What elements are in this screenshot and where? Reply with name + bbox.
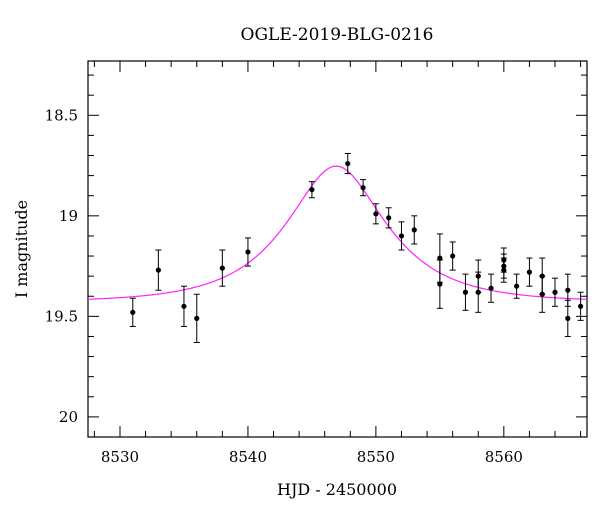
- data-point: [436, 259, 443, 309]
- data-point-marker: [181, 303, 187, 309]
- data-point: [488, 273, 495, 303]
- y-tick-label: 19.5: [45, 307, 78, 325]
- data-point: [577, 291, 584, 321]
- chart-title: OGLE-2019-BLG-0216: [241, 25, 434, 45]
- x-tick-label: 8560: [485, 448, 523, 466]
- data-point-marker: [437, 281, 443, 287]
- data-point: [180, 285, 187, 327]
- data-point-marker: [130, 309, 136, 315]
- axis-ticks: [88, 61, 587, 438]
- data-point-marker: [309, 187, 315, 193]
- data-point-marker: [578, 303, 584, 309]
- data-point: [449, 241, 456, 271]
- data-point: [552, 277, 559, 307]
- data-point: [155, 249, 162, 291]
- data-point: [244, 237, 251, 267]
- data-point-marker: [155, 267, 161, 273]
- x-tick-label: 8550: [357, 448, 395, 466]
- x-tick-label: 8530: [101, 448, 139, 466]
- data-point-marker: [437, 255, 443, 261]
- data-point-marker: [565, 315, 571, 321]
- data-point-marker: [194, 315, 200, 321]
- data-point: [500, 247, 507, 273]
- data-point-marker: [360, 185, 366, 191]
- data-point: [539, 275, 546, 313]
- data-point: [513, 273, 520, 299]
- data-point-marker: [373, 211, 379, 217]
- data-point-marker: [398, 233, 405, 239]
- data-point: [526, 257, 533, 287]
- y-axis-label: I magnitude: [12, 200, 31, 298]
- data-point-marker: [514, 283, 520, 289]
- data-point-marker: [565, 287, 571, 293]
- x-tick-label: 8540: [229, 448, 267, 466]
- data-point-marker: [411, 227, 417, 233]
- data-point: [344, 152, 351, 175]
- plot-frame: [87, 60, 588, 438]
- data-point-marker: [501, 257, 507, 263]
- data-point-marker: [245, 249, 251, 255]
- data-point-marker: [219, 265, 225, 271]
- data-point: [372, 203, 379, 225]
- axis-tick-labels: 8530 8540 8550 8560 18.5 19 19.5 20: [45, 106, 523, 466]
- y-tick-label: 20: [59, 408, 78, 426]
- data-point: [308, 181, 315, 199]
- data-point-marker: [462, 289, 469, 295]
- data-point-marker: [526, 269, 533, 275]
- data-point-marker: [450, 253, 456, 259]
- data-point: [193, 293, 200, 343]
- x-axis-label: HJD - 2450000: [277, 480, 397, 499]
- data-points: [129, 152, 584, 343]
- data-point-marker: [488, 285, 494, 291]
- data-point: [385, 207, 392, 229]
- data-point: [411, 215, 418, 245]
- y-tick-label: 19: [59, 207, 78, 225]
- data-point: [475, 259, 482, 293]
- data-point: [462, 273, 469, 311]
- data-point: [398, 221, 405, 251]
- data-point-marker: [539, 291, 545, 297]
- data-point-marker: [345, 160, 351, 167]
- data-point: [219, 249, 226, 287]
- y-tick-label: 18.5: [45, 106, 78, 124]
- data-point-marker: [475, 273, 481, 279]
- data-point: [564, 273, 571, 307]
- data-point-marker: [386, 215, 392, 221]
- model-curve: [87, 165, 588, 300]
- data-point: [129, 297, 136, 327]
- data-point-marker: [552, 289, 558, 295]
- data-point: [360, 179, 367, 197]
